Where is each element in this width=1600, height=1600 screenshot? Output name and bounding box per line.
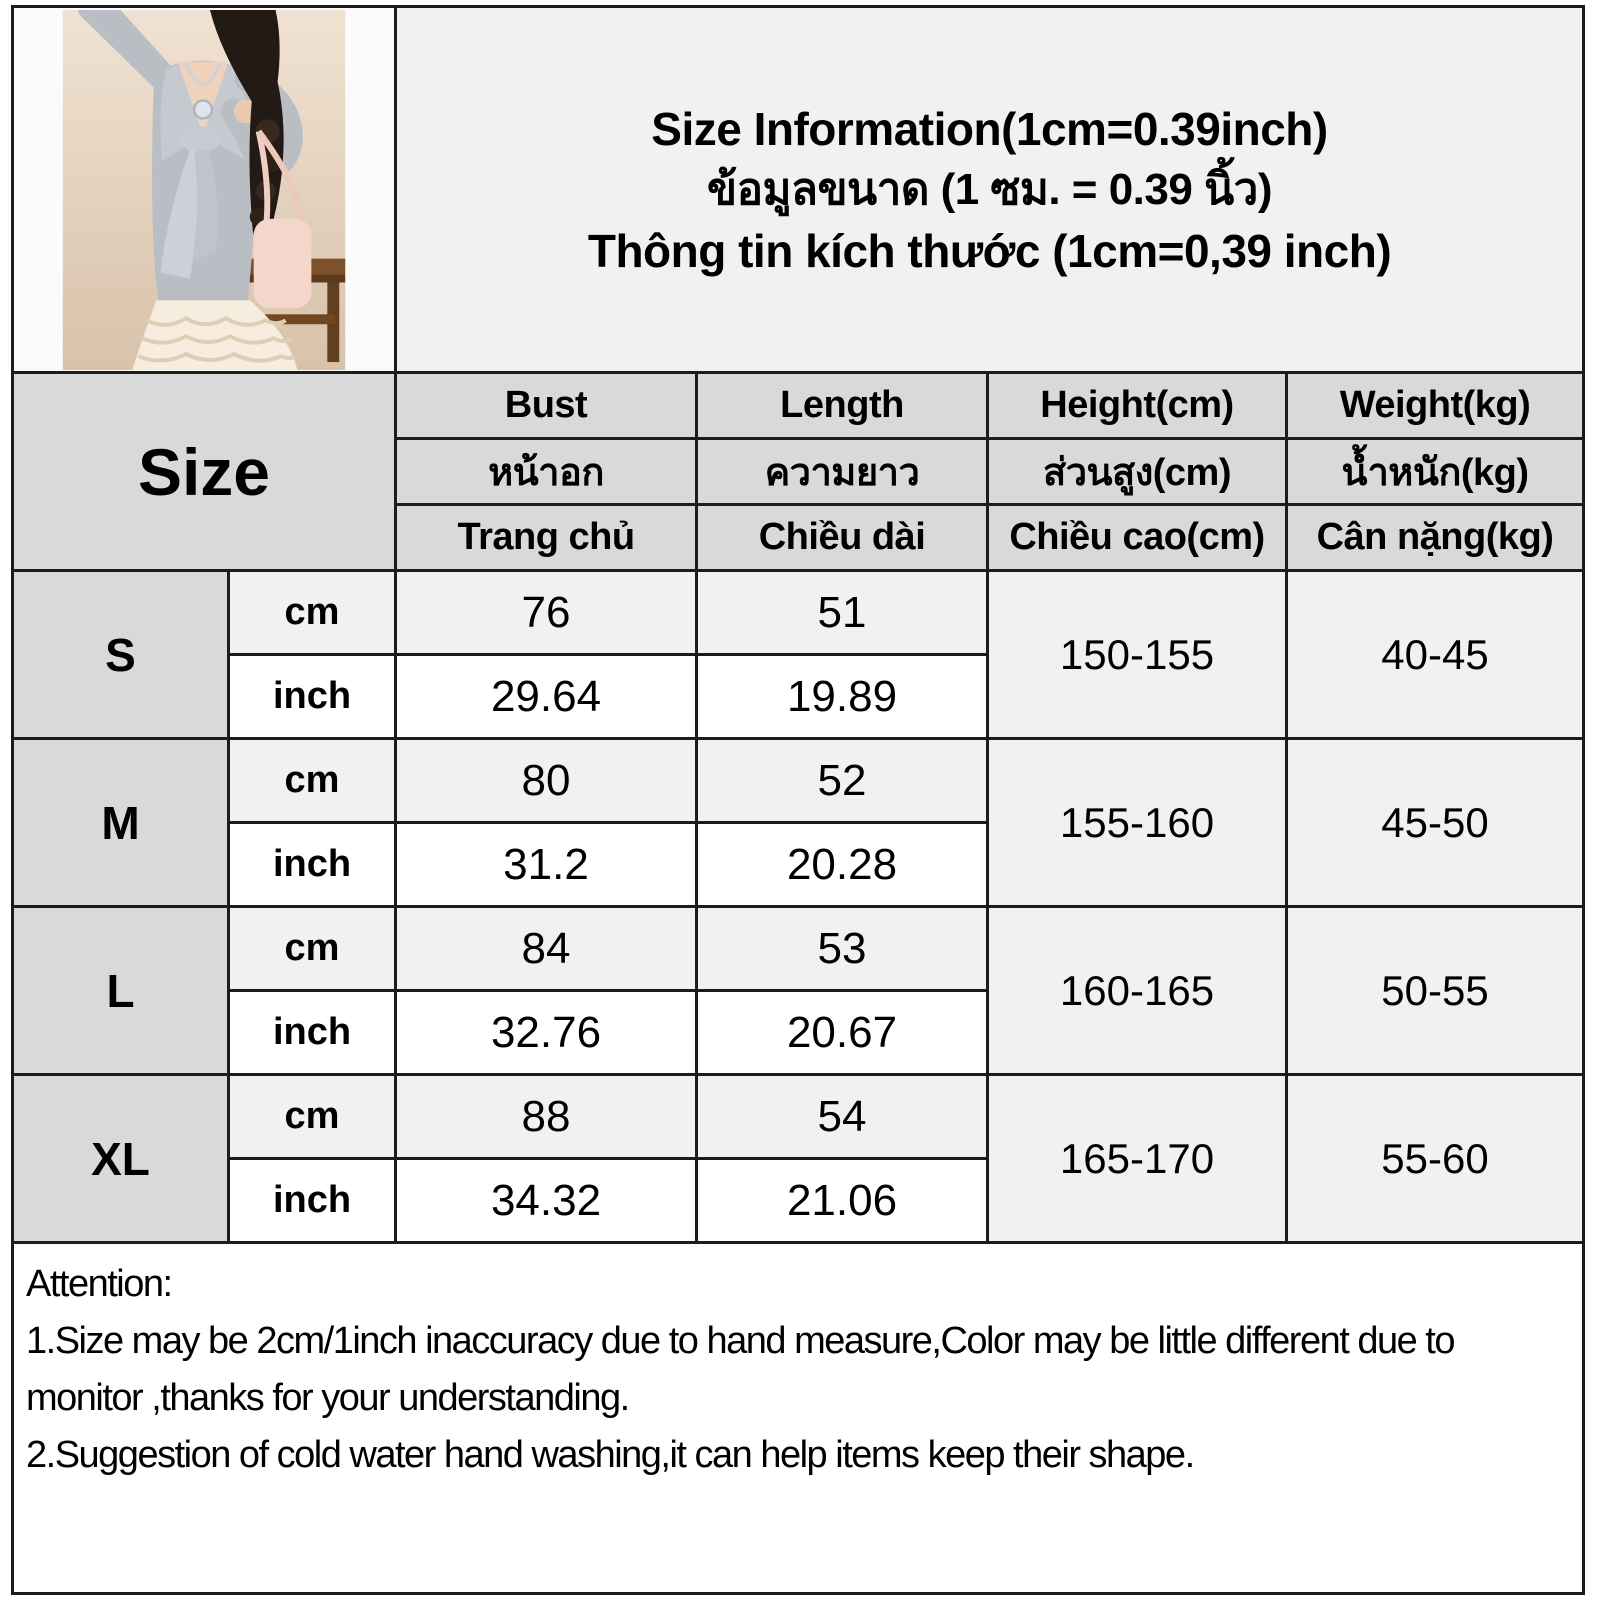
table-row-m-cm: M cm 80 52 155-160 45-50: [11, 737, 1585, 908]
unit-label-cm: cm: [227, 1073, 397, 1160]
size-label-m: M: [11, 737, 230, 908]
attention-note-2: 2.Suggestion of cold water hand washing,…: [26, 1434, 1195, 1476]
cell-m-weight: 45-50: [1285, 737, 1585, 908]
title-thai: ข้อมูลขนาด (1 ซม. = 0.39 นิ้ว): [706, 164, 1273, 214]
unit-label-inch: inch: [227, 821, 397, 908]
header-row-thai: หน้าอก ความยาว ส่วนสูง(cm) น้ำหนัก(kg): [13, 437, 1585, 506]
cell-l-bust-cm: 84: [394, 905, 698, 992]
col-header-bust-th: หน้าอก: [394, 437, 698, 506]
product-photo-frame: [16, 9, 393, 370]
cell-s-height: 150-155: [986, 569, 1288, 740]
cell-m-bust-inch: 31.2: [394, 821, 698, 908]
col-header-weight-vi: Cân nặng(kg): [1285, 503, 1585, 572]
table-row-xl-cm: XL cm 88 54 165-170 55-60: [11, 1073, 1585, 1244]
col-header-length-en: Length: [695, 371, 989, 440]
size-label-l: L: [11, 905, 230, 1076]
cell-l-bust-inch: 32.76: [394, 989, 698, 1076]
col-header-weight-en: Weight(kg): [1285, 371, 1585, 440]
col-header-bust-en: Bust: [394, 371, 698, 440]
col-header-weight-th: น้ำหนัก(kg): [1285, 437, 1585, 506]
product-photo-cell: [11, 5, 397, 374]
table-row-s-inch: inch 29.64 19.89: [13, 653, 1584, 740]
header-row-vietnamese: Trang chủ Chiều dài Chiều cao(cm) Cân nặ…: [13, 503, 1585, 572]
cell-xl-length-inch: 21.06: [695, 1157, 989, 1244]
cell-xl-weight: 55-60: [1285, 1073, 1585, 1244]
unit-label-inch: inch: [227, 653, 397, 740]
size-label-xl: XL: [11, 1073, 230, 1244]
cell-s-weight: 40-45: [1285, 569, 1585, 740]
model: [78, 9, 312, 370]
table-row-l-cm: L cm 84 53 160-165 50-55: [11, 905, 1585, 1076]
title-english: Size Information(1cm=0.39inch): [651, 102, 1328, 155]
banner-row: Size Information(1cm=0.39inch) ข้อมูลขนา…: [11, 5, 1585, 374]
cell-xl-bust-cm: 88: [394, 1073, 698, 1160]
cell-s-bust-inch: 29.64: [394, 653, 698, 740]
cell-l-length-cm: 53: [695, 905, 989, 992]
cell-l-weight: 50-55: [1285, 905, 1585, 1076]
unit-label-cm: cm: [227, 569, 397, 656]
table-row-xl-inch: inch 34.32 21.06: [13, 1157, 1584, 1244]
cell-l-length-inch: 20.67: [695, 989, 989, 1076]
col-header-length-vi: Chiều dài: [695, 503, 989, 572]
cell-xl-bust-inch: 34.32: [394, 1157, 698, 1244]
title-vietnamese: Thông tin kích thước (1cm=0,39 inch): [587, 224, 1392, 277]
cell-s-length-inch: 19.89: [695, 653, 989, 740]
col-header-height-vi: Chiều cao(cm): [986, 503, 1288, 572]
cell-l-height: 160-165: [986, 905, 1288, 1076]
unit-label-cm: cm: [227, 905, 397, 992]
col-header-bust-vi: Trang chủ: [394, 503, 698, 572]
size-column-header: Size: [11, 371, 397, 572]
table-row-m-inch: inch 31.2 20.28: [13, 821, 1584, 908]
size-chart-sheet: Size Information(1cm=0.39inch) ข้อมูลขนา…: [11, 5, 1585, 1595]
cell-m-length-inch: 20.28: [695, 821, 989, 908]
cell-m-length-cm: 52: [695, 737, 989, 824]
col-header-height-en: Height(cm): [986, 371, 1288, 440]
attention-note-1: 1.Size may be 2cm/1inch inaccuracy due t…: [26, 1320, 1455, 1419]
attention-heading: Attention:: [26, 1263, 173, 1305]
attention-cell: Attention: 1.Size may be 2cm/1inch inacc…: [11, 1241, 1585, 1595]
product-photo: [62, 9, 346, 370]
cell-xl-length-cm: 54: [695, 1073, 989, 1160]
unit-label-inch: inch: [227, 989, 397, 1076]
cell-xl-height: 165-170: [986, 1073, 1288, 1244]
table-row-l-inch: inch 32.76 20.67: [13, 989, 1584, 1076]
col-header-height-th: ส่วนสูง(cm): [986, 437, 1288, 506]
unit-label-inch: inch: [227, 1157, 397, 1244]
cell-s-bust-cm: 76: [394, 569, 698, 656]
size-info-title-cell: Size Information(1cm=0.39inch) ข้อมูลขนา…: [394, 5, 1585, 374]
table-row-s-cm: S cm 76 51 150-155 40-45: [11, 569, 1585, 740]
cell-s-length-cm: 51: [695, 569, 989, 656]
cell-m-height: 155-160: [986, 737, 1288, 908]
col-header-length-th: ความยาว: [695, 437, 989, 506]
attention-row: Attention: 1.Size may be 2cm/1inch inacc…: [11, 1241, 1585, 1595]
cell-m-bust-cm: 80: [394, 737, 698, 824]
size-label-s: S: [11, 569, 230, 740]
header-row-english: Size Bust Length Height(cm) Weight(kg): [11, 371, 1585, 572]
unit-label-cm: cm: [227, 737, 397, 824]
